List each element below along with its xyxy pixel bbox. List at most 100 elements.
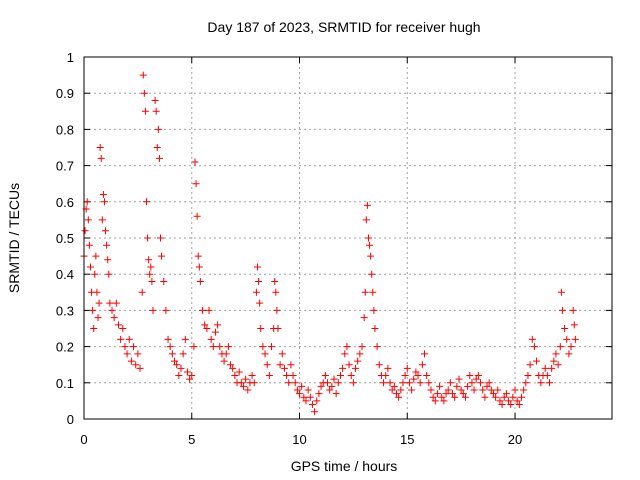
data-point: [256, 299, 264, 307]
data-point: [151, 96, 159, 104]
data-point: [561, 325, 569, 332]
data-point: [552, 350, 560, 358]
data-point: [363, 201, 371, 209]
data-point: [253, 263, 261, 271]
data-point: [148, 277, 156, 285]
data-point: [489, 390, 497, 398]
y-tick-label: 0.5: [56, 231, 74, 246]
data-point: [273, 306, 281, 314]
data-point: [298, 382, 306, 390]
data-point: [526, 361, 534, 369]
data-point: [472, 375, 480, 383]
data-point: [386, 379, 394, 387]
data-point: [242, 375, 250, 383]
data-point: [442, 390, 450, 398]
data-point: [211, 328, 219, 336]
data-point: [134, 350, 142, 358]
data-point: [457, 386, 465, 394]
data-point: [550, 357, 558, 365]
data-point: [496, 397, 504, 405]
data-point: [103, 241, 111, 249]
y-tick-label: 0: [67, 412, 74, 427]
data-point: [259, 343, 267, 351]
x-tick-label: 10: [292, 432, 306, 447]
data-point: [569, 306, 577, 314]
data-point: [222, 350, 230, 358]
data-point: [209, 343, 217, 351]
data-point: [272, 288, 280, 296]
data-point: [384, 364, 392, 372]
data-point: [106, 299, 114, 307]
data-point: [93, 288, 101, 296]
chart-title: Day 187 of 2023, SRMTID for receiver hug…: [207, 19, 480, 35]
y-tick-label: 0.2: [56, 340, 74, 355]
data-point: [99, 191, 107, 199]
data-point: [405, 379, 413, 387]
data-point: [302, 397, 310, 405]
data-point: [149, 306, 157, 314]
data-point: [147, 263, 155, 271]
data-point: [461, 393, 469, 401]
data-point: [140, 89, 148, 97]
data-point: [502, 390, 510, 398]
data-point: [330, 375, 338, 383]
data-point: [332, 390, 340, 398]
data-point: [509, 393, 517, 401]
data-point: [485, 379, 493, 387]
data-point: [104, 256, 112, 264]
data-point: [164, 335, 172, 343]
data-point: [416, 379, 424, 387]
data-point: [315, 390, 323, 398]
data-point: [154, 125, 162, 133]
data-point: [571, 335, 579, 343]
plot-frame: [83, 56, 613, 420]
data-point: [194, 252, 202, 260]
data-point: [96, 144, 104, 151]
data-point: [158, 252, 166, 260]
data-point: [557, 288, 565, 296]
data-point: [283, 372, 291, 380]
data-point: [199, 306, 207, 314]
data-point: [390, 382, 398, 390]
data-point: [271, 277, 279, 285]
data-point: [511, 386, 519, 394]
data-point: [201, 321, 209, 329]
data-point: [352, 364, 360, 372]
data-point: [166, 343, 174, 351]
x-tick-label: 15: [400, 432, 414, 447]
data-point: [110, 314, 118, 322]
y-tick-label: 0.3: [56, 303, 74, 318]
data-point: [361, 288, 369, 296]
data-point: [311, 408, 319, 416]
data-point: [231, 372, 239, 380]
data-point: [195, 263, 203, 271]
data-point: [524, 372, 532, 380]
data-point: [237, 379, 245, 387]
data-point: [425, 379, 433, 387]
data-point: [459, 390, 467, 398]
data-point: [144, 234, 152, 242]
data-point: [94, 314, 102, 322]
data-point: [570, 321, 578, 329]
data-point: [343, 343, 351, 351]
data-point: [528, 335, 536, 343]
data-point: [239, 382, 247, 390]
data-point: [227, 361, 235, 369]
data-point: [556, 343, 564, 351]
data-point: [412, 368, 420, 376]
data-point: [371, 325, 379, 332]
data-point: [229, 364, 237, 372]
data-point: [455, 375, 463, 383]
data-point: [468, 379, 476, 387]
data-point: [392, 390, 400, 398]
data-point: [433, 390, 441, 398]
data-point: [296, 390, 304, 398]
data-point: [177, 364, 185, 372]
data-point: [500, 393, 508, 401]
data-point: [105, 270, 113, 278]
data-point: [289, 372, 297, 380]
data-point: [155, 154, 163, 162]
data-point: [517, 393, 525, 401]
data-point: [114, 321, 122, 329]
